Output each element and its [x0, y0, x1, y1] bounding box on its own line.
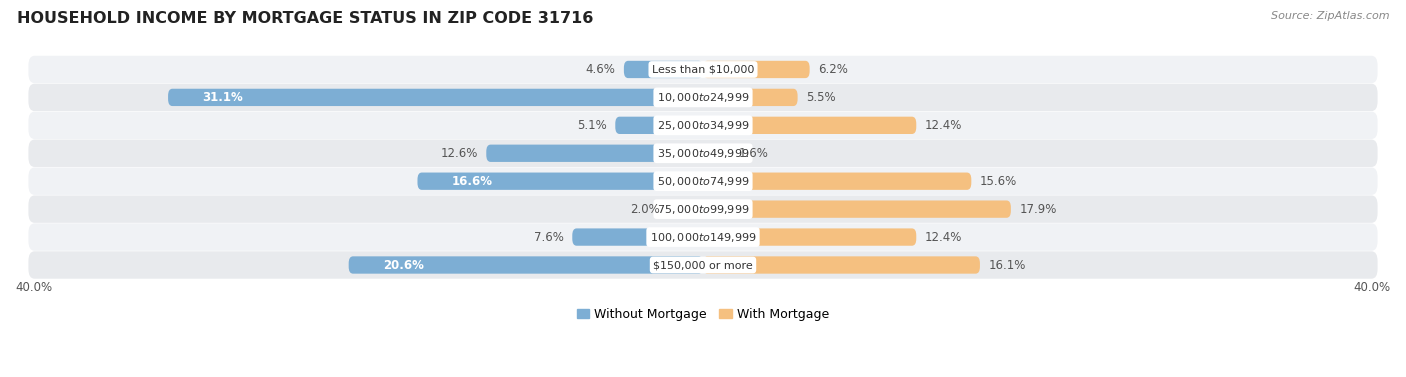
Legend: Without Mortgage, With Mortgage: Without Mortgage, With Mortgage: [572, 303, 834, 326]
FancyBboxPatch shape: [572, 228, 703, 246]
FancyBboxPatch shape: [703, 201, 1011, 218]
Text: $35,000 to $49,999: $35,000 to $49,999: [657, 147, 749, 160]
Text: 16.1%: 16.1%: [988, 259, 1026, 271]
Text: 5.1%: 5.1%: [576, 119, 606, 132]
Text: $25,000 to $34,999: $25,000 to $34,999: [657, 119, 749, 132]
Text: 1.6%: 1.6%: [740, 147, 769, 160]
FancyBboxPatch shape: [28, 56, 1378, 83]
FancyBboxPatch shape: [703, 173, 972, 190]
Text: 5.5%: 5.5%: [806, 91, 835, 104]
Text: $10,000 to $24,999: $10,000 to $24,999: [657, 91, 749, 104]
Text: 31.1%: 31.1%: [202, 91, 243, 104]
FancyBboxPatch shape: [169, 89, 703, 106]
Text: 7.6%: 7.6%: [534, 231, 564, 244]
Text: 4.6%: 4.6%: [585, 63, 616, 76]
Text: 20.6%: 20.6%: [382, 259, 425, 271]
Text: HOUSEHOLD INCOME BY MORTGAGE STATUS IN ZIP CODE 31716: HOUSEHOLD INCOME BY MORTGAGE STATUS IN Z…: [17, 11, 593, 26]
Text: 12.6%: 12.6%: [440, 147, 478, 160]
FancyBboxPatch shape: [703, 116, 917, 134]
FancyBboxPatch shape: [486, 145, 703, 162]
Text: 15.6%: 15.6%: [980, 175, 1017, 188]
Text: Less than $10,000: Less than $10,000: [652, 64, 754, 75]
FancyBboxPatch shape: [28, 112, 1378, 139]
FancyBboxPatch shape: [28, 139, 1378, 167]
FancyBboxPatch shape: [28, 167, 1378, 195]
Text: 12.4%: 12.4%: [925, 231, 962, 244]
Text: 6.2%: 6.2%: [818, 63, 848, 76]
FancyBboxPatch shape: [624, 61, 703, 78]
FancyBboxPatch shape: [703, 228, 917, 246]
Text: 40.0%: 40.0%: [1354, 281, 1391, 294]
FancyBboxPatch shape: [28, 84, 1378, 111]
Text: $75,000 to $99,999: $75,000 to $99,999: [657, 202, 749, 216]
Text: $50,000 to $74,999: $50,000 to $74,999: [657, 175, 749, 188]
FancyBboxPatch shape: [703, 61, 810, 78]
FancyBboxPatch shape: [418, 173, 703, 190]
Text: Source: ZipAtlas.com: Source: ZipAtlas.com: [1271, 11, 1389, 21]
Text: 12.4%: 12.4%: [925, 119, 962, 132]
FancyBboxPatch shape: [28, 195, 1378, 223]
Text: $150,000 or more: $150,000 or more: [654, 260, 752, 270]
FancyBboxPatch shape: [28, 251, 1378, 279]
Text: $100,000 to $149,999: $100,000 to $149,999: [650, 231, 756, 244]
FancyBboxPatch shape: [703, 256, 980, 274]
FancyBboxPatch shape: [703, 145, 731, 162]
Text: 2.0%: 2.0%: [630, 202, 659, 216]
FancyBboxPatch shape: [616, 116, 703, 134]
FancyBboxPatch shape: [349, 256, 703, 274]
Text: 17.9%: 17.9%: [1019, 202, 1057, 216]
FancyBboxPatch shape: [703, 89, 797, 106]
FancyBboxPatch shape: [669, 201, 703, 218]
Text: 16.6%: 16.6%: [451, 175, 494, 188]
Text: 40.0%: 40.0%: [15, 281, 52, 294]
FancyBboxPatch shape: [28, 224, 1378, 251]
